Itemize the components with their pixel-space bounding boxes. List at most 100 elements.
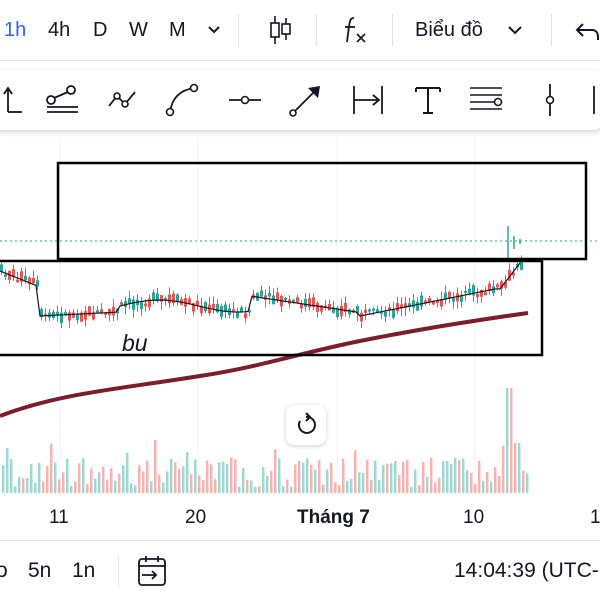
candle-body (56, 311, 59, 315)
volume-bar (66, 458, 69, 493)
candle-body (376, 309, 379, 313)
candle-body (320, 305, 323, 312)
volume-bar (314, 469, 317, 493)
candle-body (504, 282, 507, 288)
candle-body (96, 310, 99, 313)
price-chart[interactable]: bu (0, 131, 600, 501)
candle-body (40, 309, 43, 318)
candle-body (392, 308, 395, 318)
arrow-icon[interactable] (288, 82, 324, 118)
volume-bar (198, 475, 201, 493)
candle-body (200, 305, 203, 314)
candle-body (508, 269, 511, 281)
path-icon[interactable] (105, 82, 141, 118)
curve-icon[interactable] (164, 82, 200, 118)
candles-icon[interactable] (266, 12, 294, 44)
volume-bar (430, 457, 433, 493)
volume-bar (150, 481, 153, 493)
volume-bar (498, 475, 501, 493)
vertical-line-icon[interactable] (532, 82, 568, 118)
volume-bar (358, 472, 361, 493)
chart-type-label[interactable]: Biểu đồ (415, 19, 483, 41)
timeframe-m[interactable]: M (169, 19, 186, 41)
candle-body (260, 290, 263, 297)
candle-body (140, 302, 143, 310)
candle-body (312, 297, 315, 308)
volume-bar (114, 480, 117, 493)
volume-bar (366, 459, 369, 493)
candle-body (132, 299, 135, 310)
candle-body (28, 277, 31, 285)
candle-body (496, 284, 499, 288)
volume-bar (486, 472, 489, 493)
candle-body (32, 277, 35, 284)
candle-body (360, 312, 363, 322)
candle-body (100, 309, 103, 314)
parallel-channel-icon[interactable] (44, 82, 80, 118)
candle-body (160, 295, 163, 302)
candle-body (364, 309, 367, 313)
candle-body (248, 310, 251, 313)
timeframe-1h[interactable]: 1h (4, 19, 27, 41)
candle-body (468, 288, 471, 294)
text-icon[interactable] (410, 82, 446, 118)
bottom-toolbar: o 5n 1n 14:04:39 (UTC- (0, 540, 600, 601)
volume-bar (450, 464, 453, 493)
top-toolbar: 1h 4h D W M Biểu đồ (0, 0, 600, 60)
candle-body (36, 280, 39, 287)
go-to-date-icon[interactable] (136, 553, 170, 589)
candle-body (328, 304, 331, 311)
cross-line-icon[interactable] (588, 82, 600, 118)
x-axis-label: 20 (185, 507, 207, 528)
date-range-icon[interactable] (350, 82, 386, 118)
range-5n[interactable]: 5n (28, 559, 52, 582)
timeframe-d[interactable]: D (93, 19, 108, 41)
candle-body (276, 292, 279, 301)
candle-body (164, 298, 167, 301)
volume-bar (186, 452, 189, 493)
range-1n[interactable]: 1n (72, 559, 96, 582)
volume-bar (110, 468, 113, 493)
candle-body (92, 312, 95, 320)
chevron-down-icon[interactable] (206, 14, 222, 46)
candle-body (284, 298, 287, 301)
volume-bar (478, 460, 481, 493)
candle-body (204, 302, 207, 312)
volume-bar (466, 470, 469, 493)
volume-bar (202, 480, 205, 493)
volume-bar (434, 482, 437, 493)
volume-bar (378, 479, 381, 493)
volume-bar (386, 463, 389, 493)
volume-bar (14, 486, 17, 493)
volume-bar (206, 460, 209, 493)
candle-body (452, 298, 455, 302)
candle-body (500, 281, 503, 289)
range-button[interactable]: o (0, 559, 8, 582)
ray-icon[interactable] (0, 82, 34, 118)
volume-bar (46, 465, 49, 493)
candle-body (184, 298, 187, 307)
separator (238, 14, 239, 46)
candle-body (176, 294, 179, 302)
timeframe-w[interactable]: W (129, 19, 148, 41)
fib-lines-icon[interactable] (468, 82, 504, 118)
candle-body (344, 302, 347, 312)
reset-chart-button[interactable] (286, 405, 326, 445)
candle-body (44, 313, 47, 317)
timeframe-4h[interactable]: 4h (48, 19, 71, 41)
indicators-fx-icon[interactable] (340, 12, 370, 44)
separator (118, 555, 119, 587)
candle-body (436, 300, 439, 303)
clock-time[interactable]: 14:04:39 (UTC- (454, 559, 599, 582)
volume-bar (222, 461, 225, 493)
candle-body (356, 306, 359, 314)
horizontal-line-icon[interactable] (227, 82, 263, 118)
volume-bar (262, 467, 265, 493)
volume-bar (502, 445, 505, 493)
volume-bar (382, 465, 385, 493)
volume-bar (494, 467, 497, 493)
candle-body (340, 305, 343, 317)
chevron-down-icon[interactable] (506, 14, 524, 46)
volume-bar (78, 463, 81, 493)
undo-icon[interactable] (574, 14, 600, 46)
